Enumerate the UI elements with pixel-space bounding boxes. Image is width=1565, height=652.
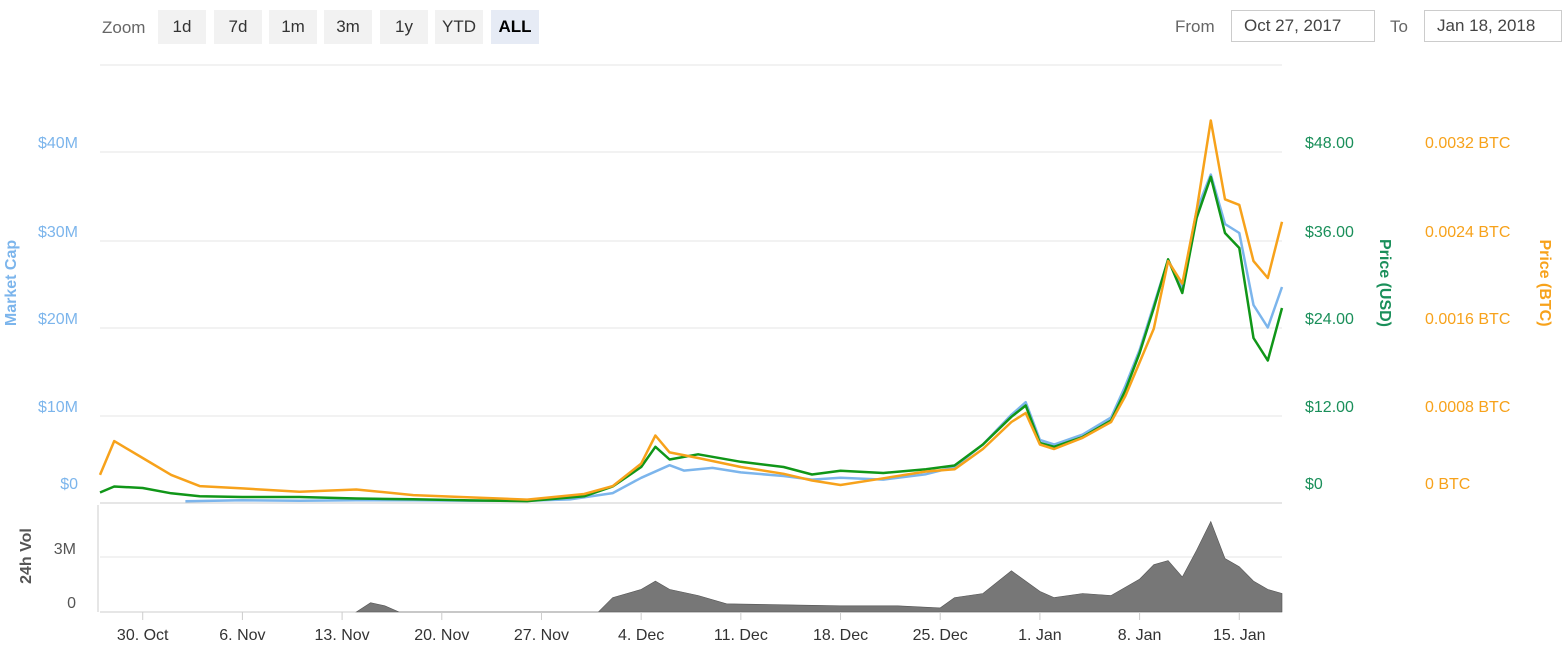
market-cap-tick-label: $30M xyxy=(38,224,78,241)
zoom-label: Zoom xyxy=(102,18,146,37)
price-btc-tick-label: 0.0024 BTC xyxy=(1425,224,1510,241)
market-cap-line xyxy=(185,173,1284,503)
price-usd-tick-label: $48.00 xyxy=(1305,135,1354,152)
from-label: From xyxy=(1175,17,1215,36)
x-tick-label: 13. Nov xyxy=(315,627,370,644)
x-tick-label: 1. Jan xyxy=(1018,627,1062,644)
zoom-ytd-button[interactable]: YTD xyxy=(435,10,483,44)
market-cap-tick-label: $40M xyxy=(38,135,78,152)
x-tick-label: 27. Nov xyxy=(514,627,569,644)
line-series xyxy=(98,119,1284,503)
to-label: To xyxy=(1390,17,1408,36)
x-tick-label: 15. Jan xyxy=(1213,627,1265,644)
chart-toolbar: Zoom 1d 7d 1m 3m 1y YTD ALL From To xyxy=(0,0,1565,56)
volume-axis-title: 24h Vol xyxy=(18,528,35,584)
grid-lines xyxy=(97,64,1282,613)
x-tick-label: 30. Oct xyxy=(117,627,169,644)
zoom-1y-button[interactable]: 1y xyxy=(380,10,428,44)
x-tick-label: 25. Dec xyxy=(913,627,968,644)
market-cap-tick-label: $10M xyxy=(38,399,78,416)
price-usd-axis-title: Price (USD) xyxy=(1376,239,1393,327)
volume-tick-label: 3M xyxy=(54,541,76,558)
zoom-1m-button[interactable]: 1m xyxy=(269,10,317,44)
zoom-3m-button[interactable]: 3m xyxy=(324,10,372,44)
price-btc-line xyxy=(98,119,1284,501)
price-usd-line xyxy=(99,175,1284,503)
price-btc-tick-label: 0.0016 BTC xyxy=(1425,311,1510,328)
to-date-input[interactable] xyxy=(1424,10,1562,42)
x-tick-label: 11. Dec xyxy=(714,627,768,644)
volume-series xyxy=(355,520,1283,613)
x-tick-label: 4. Dec xyxy=(618,627,664,644)
price-btc-axis-title: Price (BTC) xyxy=(1536,239,1553,326)
volume-tick-label: 0 xyxy=(67,595,76,612)
price-usd-tick-label: $24.00 xyxy=(1305,311,1354,328)
market-cap-tick-label: $0 xyxy=(60,476,78,493)
axes: $0 $10M $20M $30M $40M $0 $12.00 $24.00 $36.00 $4… xyxy=(3,135,1553,644)
x-tick-label: 20. Nov xyxy=(414,627,469,644)
price-usd-tick-label: $36.00 xyxy=(1305,224,1354,241)
zoom-1d-button[interactable]: 1d xyxy=(158,10,206,44)
zoom-7d-button[interactable]: 7d xyxy=(214,10,262,44)
price-usd-tick-label: $0 xyxy=(1305,476,1323,493)
volume-area xyxy=(355,520,1283,613)
x-tick-label: 6. Nov xyxy=(219,627,265,644)
market-cap-axis-title: Market Cap xyxy=(3,240,20,326)
x-tick-label: 18. Dec xyxy=(813,627,868,644)
price-btc-tick-label: 0.0032 BTC xyxy=(1425,135,1510,152)
price-btc-tick-label: 0 BTC xyxy=(1425,476,1470,493)
price-usd-tick-label: $12.00 xyxy=(1305,399,1354,416)
zoom-all-button[interactable]: ALL xyxy=(491,10,539,44)
x-tick-label: 8. Jan xyxy=(1118,627,1162,644)
from-date-input[interactable] xyxy=(1231,10,1375,42)
market-cap-tick-label: $20M xyxy=(38,311,78,328)
price-btc-tick-label: 0.0008 BTC xyxy=(1425,399,1510,416)
